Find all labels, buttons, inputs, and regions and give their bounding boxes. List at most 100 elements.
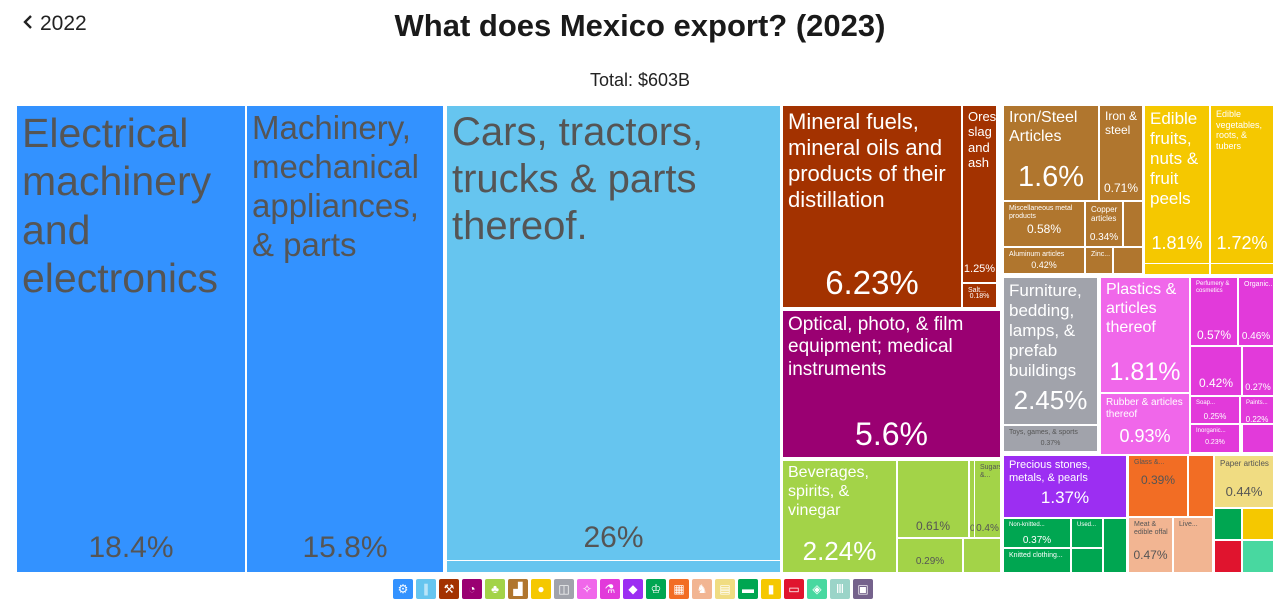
treemap-tile-live[interactable]: Live... (1173, 517, 1213, 573)
treemap-tile-paints[interactable]: Paints... 0.22% (1240, 396, 1274, 424)
tile-value: 0.27% (1245, 382, 1271, 392)
tile-label: Edible fruits, nuts & fruit peels (1150, 109, 1199, 209)
gauge-icon[interactable]: ◔ (462, 579, 482, 599)
pillars-icon[interactable]: Ⅲ (830, 579, 850, 599)
paper-icon[interactable]: ▤ (715, 579, 735, 599)
treemap-tile-iron-steel-articles[interactable]: Iron/Steel Articles 1.6% (1003, 105, 1099, 201)
treemap-tile-used[interactable]: Used...0.23% (1071, 518, 1103, 548)
treemap-minor-tile[interactable] (1113, 247, 1143, 274)
treemap-tile-value-0-27[interactable]: 0.27% (1242, 346, 1274, 396)
treemap-tile-electrical-machinery-and-electronics[interactable]: Electrical machinery and electronics 18.4… (16, 105, 246, 573)
treemap-tile-organic[interactable]: Organic... 0.46% (1238, 277, 1274, 346)
treemap-minor-tile[interactable] (446, 560, 781, 573)
treemap-tile-optical-photo-film-equipment-medical-instruments[interactable]: Optical, photo, & film equipment; medica… (782, 310, 1001, 458)
tile-value: 0.61% (915, 519, 951, 533)
tile-label: Live... (1179, 521, 1198, 528)
treemap-tile-cars-tractors-trucks-parts-thereof[interactable]: Cars, tractors, trucks & parts thereof. 2… (446, 105, 781, 573)
gear-icon[interactable]: ⚙ (393, 579, 413, 599)
treemap-tile-salt[interactable]: Salt... 0.18% (962, 283, 997, 308)
tile-value: 18.4% (88, 531, 174, 564)
treemap-tile-knitted-clothing[interactable]: Knitted clothing... (1003, 548, 1071, 573)
treemap-tile-rubber-articles-thereof[interactable]: Rubber & articles thereof 0.93% (1100, 393, 1190, 455)
back-link-2022[interactable]: 2022 (22, 12, 87, 36)
tile-label: Beverages, spirits, & vinegar (788, 464, 869, 519)
treemap-minor-tile[interactable] (1144, 263, 1210, 275)
treemap-minor-tile[interactable] (963, 538, 1001, 573)
hide-icon[interactable]: ◈ (807, 579, 827, 599)
anvil-icon[interactable]: ▟ (508, 579, 528, 599)
treemap-tile-mineral-fuels-mineral-oils-and-products-of-their-distillation[interactable]: Mineral fuels, mineral oils and products… (782, 105, 962, 308)
leaf-icon[interactable]: ♣ (485, 579, 505, 599)
treemap-tile-iron-steel[interactable]: Iron & steel 0.71% (1099, 105, 1143, 201)
gem-icon[interactable]: ◆ (623, 579, 643, 599)
treemap-tile-value-0-29[interactable]: 0.29% (897, 538, 963, 573)
tile-label: Knitted clothing... (1009, 552, 1063, 559)
road-icon[interactable]: ∥ (416, 579, 436, 599)
tile-label: Precious stones, metals, & pearls (1009, 459, 1091, 484)
treemap-tile-aluminum-articles[interactable]: Aluminum articles 0.42% (1003, 247, 1085, 274)
treemap-tile-edible-fruits-nuts-fruit-peels[interactable]: Edible fruits, nuts & fruit peels 1.81% (1144, 105, 1210, 275)
fruit-icon[interactable]: ● (531, 579, 551, 599)
tile-value: 1.25% (963, 263, 996, 275)
treemap-tile-paper-articles[interactable]: Paper articles 0.44% (1214, 455, 1274, 508)
tile-value: 0.34% (1089, 232, 1119, 243)
tile-value: 0.57% (1196, 328, 1232, 342)
treemap-minor-tile[interactable] (1103, 518, 1127, 573)
treemap-tile-toys-games-sports[interactable]: Toys, games, & sports 0.37% (1003, 425, 1098, 452)
tile-label: Paper articles (1220, 459, 1269, 468)
shirt-icon[interactable]: ♔ (646, 579, 666, 599)
treemap-tile-precious-stones-metals-pearls[interactable]: Precious stones, metals, & pearls 1.37% (1003, 455, 1127, 518)
treemap-tile-copper-articles[interactable]: Copper articles 0.34% (1085, 201, 1123, 247)
tile-label: Copper articles (1091, 205, 1118, 224)
treemap-tile-non-knitted[interactable]: Non-knitted... 0.37% (1003, 518, 1071, 548)
treemap-minor-tile[interactable] (1123, 201, 1143, 247)
treemap-tile-value-0-61[interactable]: 0.61% (897, 460, 969, 538)
flask-icon[interactable]: ⚗ (600, 579, 620, 599)
treemap-tile-machinery-mechanical-appliances-parts[interactable]: Machinery, mechanical appliances, & part… (246, 105, 444, 573)
animal-icon[interactable]: ♞ (692, 579, 712, 599)
tile-value: 5.6% (855, 416, 928, 452)
box-icon[interactable]: ◫ (554, 579, 574, 599)
treemap-minor-tile[interactable] (1242, 424, 1274, 453)
brick-icon[interactable]: ▦ (669, 579, 689, 599)
treemap-minor-tile[interactable] (1071, 548, 1103, 573)
chemical-icon[interactable]: ✧ (577, 579, 597, 599)
tile-value: 1.72% (1216, 233, 1268, 253)
treemap-minor-tile[interactable] (1210, 263, 1274, 275)
tile-value: 0.37% (1022, 535, 1052, 546)
treemap-minor-tile[interactable] (1242, 508, 1274, 540)
tile-label: Non-knitted... (1009, 522, 1045, 528)
treemap-tile-zinc[interactable]: Zinc... (1085, 247, 1113, 274)
treemap-tile-sugars[interactable]: Sugars &... 0.4% (974, 460, 1001, 538)
treemap-tile-furniture-bedding-lamps-prefab-buildings[interactable]: Furniture, bedding, lamps, & prefab buil… (1003, 277, 1098, 425)
total-value: Total: $603B (589, 70, 691, 90)
treemap-minor-tile[interactable] (1188, 455, 1214, 517)
canister-icon[interactable]: ▮ (761, 579, 781, 599)
tile-value: 0.71% (1103, 181, 1139, 195)
treemap-minor-tile[interactable] (1214, 540, 1242, 573)
treemap-minor-tile[interactable] (1242, 540, 1274, 573)
treemap-tile-meat-edible-offal[interactable]: Meat & edible offal 0.47% (1128, 517, 1173, 573)
tile-label: Salt... (968, 287, 986, 294)
tile-label: Miscellaneous metal products (1009, 205, 1073, 221)
back-link-label: 2022 (40, 12, 87, 35)
tile-label: Iron & steel (1105, 109, 1138, 138)
tile-value: 0.42% (1198, 376, 1234, 390)
treemap-tile-plastics-articles-thereof[interactable]: Plastics & articles thereof 1.81% (1100, 277, 1190, 393)
treemap-tile-beverages-spirits-vinegar[interactable]: Beverages, spirits, & vinegar 2.24% (782, 460, 897, 573)
tile-label: Electrical machinery and electronics (22, 110, 218, 302)
treemap-minor-tile[interactable] (1214, 508, 1242, 540)
treemap-tile-inorganic[interactable]: Inorganic... 0.23% (1190, 424, 1240, 453)
frame-icon[interactable]: ▣ (853, 579, 873, 599)
treemap-tile-ores-slag-and-ash[interactable]: Ores, slag and ash 1.25% (962, 105, 997, 283)
treemap-tile-glass[interactable]: Glass &... 0.39% (1128, 455, 1188, 517)
treemap-tile-miscellaneous-metal-products[interactable]: Miscellaneous metal products 0.58% (1003, 201, 1085, 247)
treemap-tile-value-0-42[interactable]: 0.42% (1190, 346, 1242, 396)
treemap-tile-edible-vegetables-roots-tubers[interactable]: Edible vegetables, roots, & tubers 1.72% (1210, 105, 1274, 275)
wallet-icon[interactable]: ▭ (784, 579, 804, 599)
treemap-tile-perfumery-cosmetics[interactable]: Perfumery & cosmetics 0.57% (1190, 277, 1238, 346)
treemap-tile-soap[interactable]: Soap... 0.25% (1190, 396, 1240, 424)
pickaxe-icon[interactable]: ⚒ (439, 579, 459, 599)
shoe-icon[interactable]: ▬ (738, 579, 758, 599)
